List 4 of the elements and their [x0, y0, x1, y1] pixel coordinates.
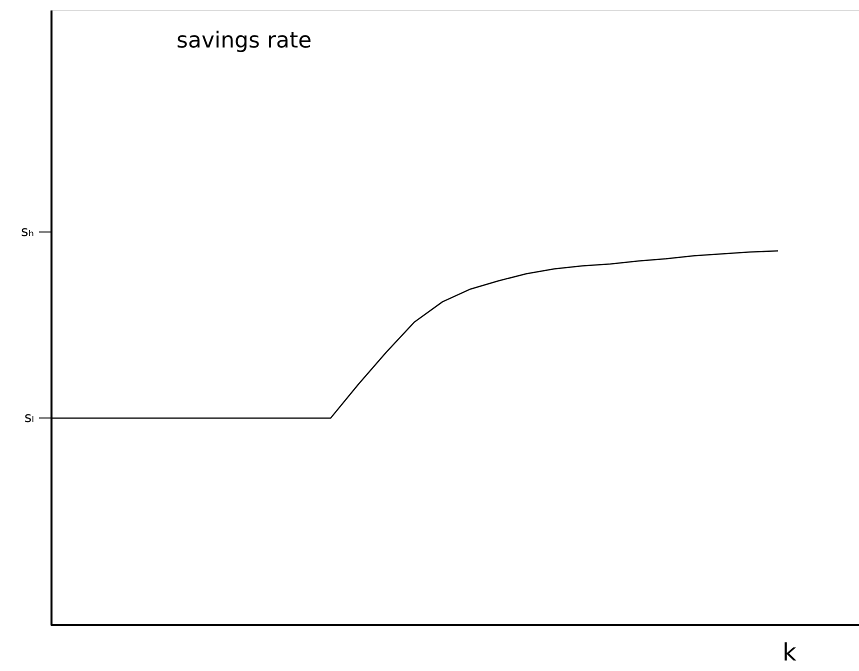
y-axis-title: savings rate: [176, 28, 312, 54]
text: sₕ: [21, 224, 34, 240]
x-axis-title: k: [782, 638, 796, 666]
text: sₗ: [24, 410, 34, 426]
